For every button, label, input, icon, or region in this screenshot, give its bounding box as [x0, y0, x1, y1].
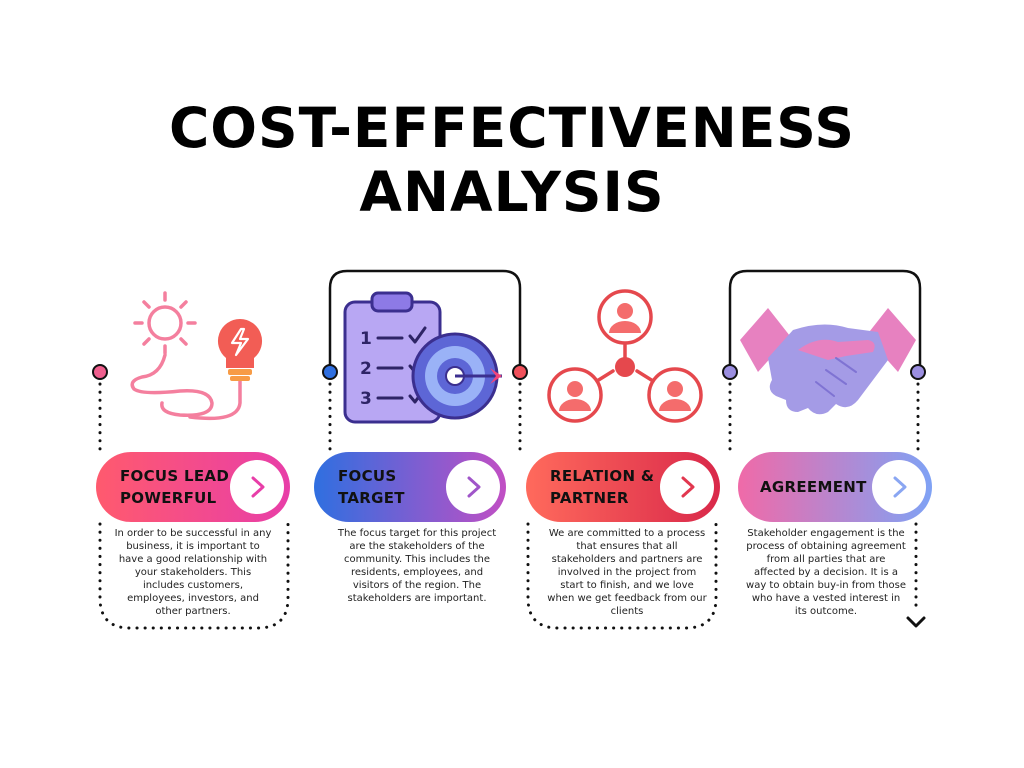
end-arrow-icon	[906, 616, 926, 628]
step-1-label: FOCUS LEAD POWERFUL	[120, 467, 230, 507]
title-line-2: ANALYSIS	[359, 160, 665, 224]
dot-step-2a	[322, 364, 338, 380]
page-title: COST-EFFECTIVENESS ANALYSIS	[0, 96, 1024, 224]
step-4-description: Stakeholder engagement is the process of…	[746, 528, 906, 617]
network-people-icon	[545, 285, 705, 425]
step-1-arrow-button[interactable]	[230, 460, 284, 514]
step-2-pill[interactable]: FOCUS TARGET	[314, 452, 506, 522]
step-2-label: FOCUS TARGET	[338, 467, 405, 507]
dot-step-4a	[722, 364, 738, 380]
step-4-arrow-button[interactable]	[872, 460, 926, 514]
step-1-description: In order to be successful in any busines…	[114, 528, 272, 617]
svg-text:1: 1	[360, 329, 372, 349]
dotted-curve-3	[526, 522, 718, 630]
dot-step-4b	[910, 364, 926, 380]
svg-text:2: 2	[360, 359, 372, 379]
chevron-right-icon	[251, 476, 265, 498]
svg-text:3: 3	[360, 389, 372, 409]
dot-step-2b	[512, 364, 528, 380]
arch-step-4	[728, 269, 922, 372]
step-4-label: AGREEMENT	[760, 478, 867, 496]
step-1-pill[interactable]: FOCUS LEAD POWERFUL	[96, 452, 290, 522]
step-3-label: RELATION & PARTNER	[550, 467, 655, 507]
handshake-icon	[738, 300, 918, 425]
dot-step-1	[92, 364, 108, 380]
step-2-description: The focus target for this project are th…	[337, 528, 497, 604]
title-line-1: COST-EFFECTIVENESS	[168, 96, 856, 160]
chevron-right-icon	[467, 476, 481, 498]
step-2-arrow-button[interactable]	[446, 460, 500, 514]
step-4-pill[interactable]: AGREEMENT	[738, 452, 932, 522]
chevron-right-icon	[893, 476, 907, 498]
step-3-arrow-button[interactable]	[660, 460, 714, 514]
step-3-description: We are committed to a process that ensur…	[547, 528, 707, 617]
arch-step-2	[328, 269, 522, 372]
clipboard-target-icon: 1 2 3	[340, 288, 515, 428]
lightbulb-sun-icon	[120, 285, 290, 430]
dotted-curve-1	[98, 522, 290, 630]
step-3-pill[interactable]: RELATION & PARTNER	[526, 452, 720, 522]
chevron-right-icon	[681, 476, 695, 498]
